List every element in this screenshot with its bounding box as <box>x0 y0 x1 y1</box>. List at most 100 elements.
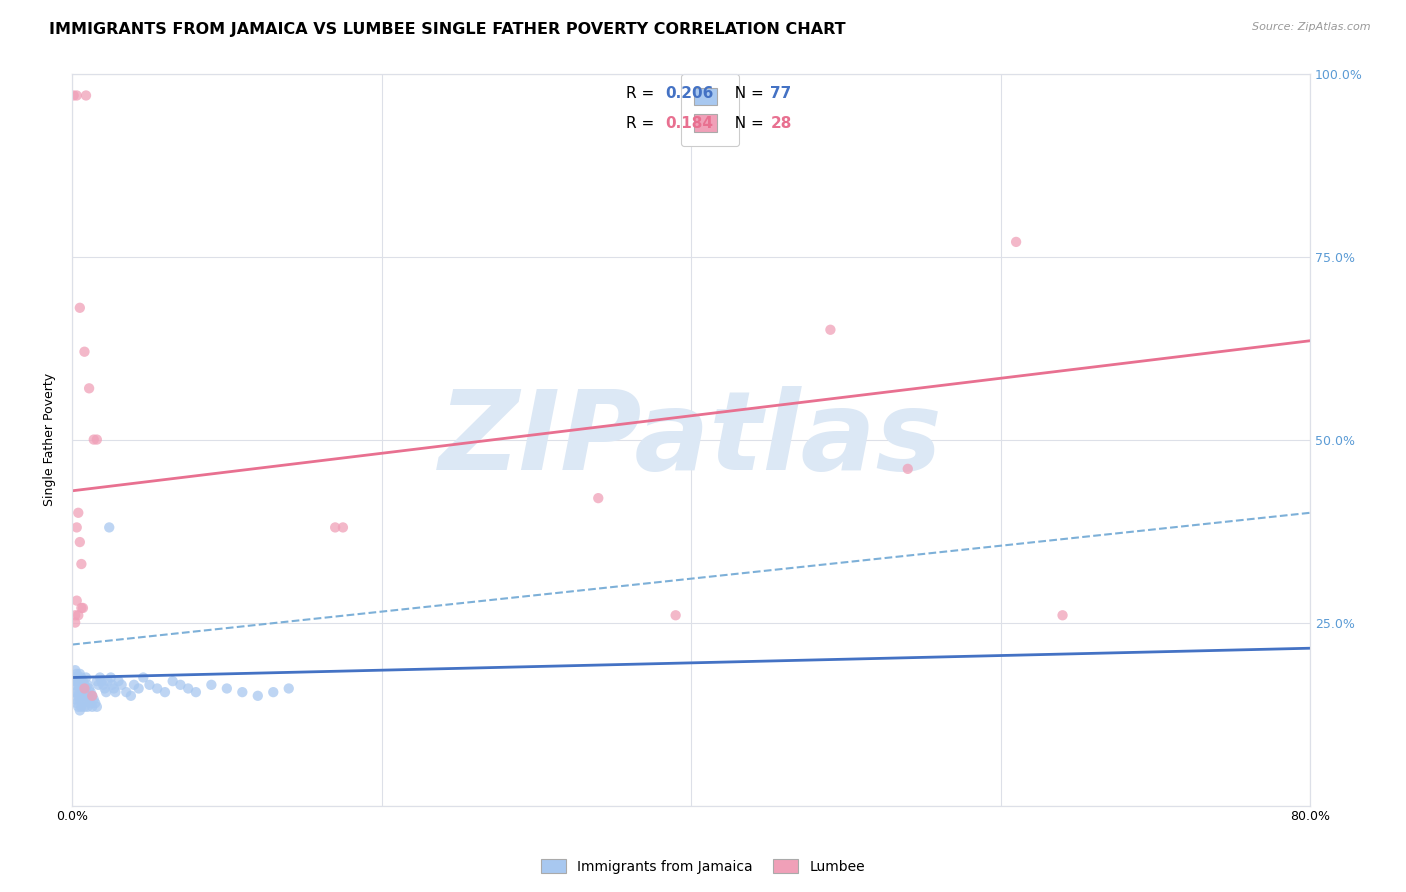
Point <box>63 674 86 689</box>
Point <box>323 520 346 534</box>
Point <box>277 681 299 696</box>
Point <box>93 681 115 696</box>
Point <box>73 678 96 692</box>
Point <box>66 88 89 103</box>
Point <box>67 506 90 520</box>
Point <box>138 678 160 692</box>
Point <box>177 681 200 696</box>
Point <box>87 678 110 692</box>
Point <box>67 608 90 623</box>
Point <box>86 699 108 714</box>
Point <box>84 696 107 710</box>
Point <box>62 671 84 685</box>
Point <box>162 674 184 689</box>
Point <box>62 678 84 692</box>
Point <box>69 666 91 681</box>
Point <box>128 681 150 696</box>
Point <box>63 692 86 706</box>
Text: N =: N = <box>725 116 769 130</box>
Point <box>66 520 89 534</box>
Point <box>665 608 688 623</box>
Point <box>72 674 94 689</box>
Point <box>1052 608 1074 623</box>
Point <box>79 696 101 710</box>
Point <box>110 678 132 692</box>
Point <box>70 699 93 714</box>
Text: 77: 77 <box>770 87 792 101</box>
Point <box>100 671 122 685</box>
Point <box>588 491 610 505</box>
Point <box>82 689 104 703</box>
Point <box>79 685 101 699</box>
Point <box>1005 235 1028 249</box>
Point <box>75 88 97 103</box>
Point <box>63 663 86 677</box>
Text: 0.184: 0.184 <box>665 116 713 130</box>
Text: 28: 28 <box>770 116 792 130</box>
Point <box>262 685 284 699</box>
Point <box>91 678 114 692</box>
Text: R =: R = <box>626 116 659 130</box>
Point <box>104 685 127 699</box>
Point <box>83 433 105 447</box>
Point <box>69 674 91 689</box>
Point <box>89 671 111 685</box>
Point <box>115 685 138 699</box>
Text: R =: R = <box>626 87 659 101</box>
Point <box>897 462 920 476</box>
Point <box>332 520 354 534</box>
Text: ZIPatlas: ZIPatlas <box>439 386 943 493</box>
Point <box>76 678 98 692</box>
Point <box>66 674 89 689</box>
Point <box>82 699 104 714</box>
Point <box>200 678 222 692</box>
Point <box>184 685 207 699</box>
Y-axis label: Single Father Poverty: Single Father Poverty <box>44 373 56 506</box>
Point <box>69 301 91 315</box>
Point <box>77 681 100 696</box>
Point <box>66 593 89 607</box>
Point <box>69 535 91 549</box>
Point <box>215 681 238 696</box>
Point <box>101 678 124 692</box>
Point <box>94 685 117 699</box>
Point <box>75 692 97 706</box>
Point <box>153 685 176 699</box>
Point <box>107 674 129 689</box>
Point <box>76 689 98 703</box>
Point <box>97 674 120 689</box>
Point <box>66 685 89 699</box>
Point <box>69 692 91 706</box>
Point <box>63 615 86 630</box>
Point <box>69 681 91 696</box>
Point <box>86 433 108 447</box>
Text: N =: N = <box>725 87 769 101</box>
Point <box>63 685 86 699</box>
Point <box>70 689 93 703</box>
Point <box>169 678 191 692</box>
Point <box>73 681 96 696</box>
Text: 0.206: 0.206 <box>665 87 713 101</box>
Point <box>820 323 842 337</box>
Point <box>67 699 90 714</box>
Point <box>122 678 145 692</box>
Text: IMMIGRANTS FROM JAMAICA VS LUMBEE SINGLE FATHER POVERTY CORRELATION CHART: IMMIGRANTS FROM JAMAICA VS LUMBEE SINGLE… <box>49 22 846 37</box>
Point <box>231 685 253 699</box>
Point <box>69 703 91 717</box>
Point <box>77 692 100 706</box>
Point <box>66 666 89 681</box>
Point <box>246 689 269 703</box>
Point <box>103 681 125 696</box>
Point <box>73 699 96 714</box>
Point <box>83 692 105 706</box>
Point <box>75 671 97 685</box>
Point <box>72 685 94 699</box>
Point <box>70 557 93 571</box>
Point <box>62 88 84 103</box>
Legend: Immigrants from Jamaica, Lumbee: Immigrants from Jamaica, Lumbee <box>534 852 872 880</box>
Point <box>86 674 108 689</box>
Point <box>70 671 93 685</box>
Point <box>73 689 96 703</box>
Point <box>73 344 96 359</box>
Legend: , : , <box>681 74 738 145</box>
